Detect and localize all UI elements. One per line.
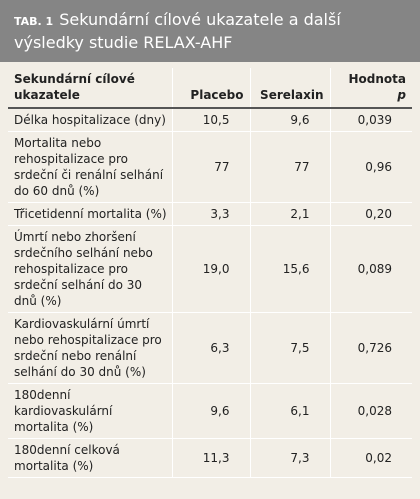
cell-value: 0,96 bbox=[329, 131, 412, 203]
column-header: Hodnota p bbox=[329, 68, 412, 109]
cell-value: 0,039 bbox=[329, 107, 412, 132]
cell-value: 9,6 bbox=[249, 107, 331, 132]
cell-value: 0,02 bbox=[329, 438, 412, 478]
cell-value: 15,6 bbox=[249, 225, 331, 313]
cell-value: 10,5 bbox=[171, 107, 251, 132]
table-row: Úmrtí nebo zhoršení srdečního selhání ne… bbox=[8, 225, 412, 313]
column-header-text: Hodnota bbox=[348, 72, 407, 86]
table-row: 180denní kardiovaskulární mortalita (%) 9… bbox=[8, 383, 412, 439]
table-row: Délka hospitalizace (dny) 10,5 9,6 0,039 bbox=[8, 107, 412, 132]
column-header: Placebo bbox=[171, 68, 251, 109]
cell-value: 0,726 bbox=[329, 312, 412, 384]
table-row: Třicetidenní mortalita (%) 3,3 2,1 0,20 bbox=[8, 202, 412, 226]
column-header: Sekundární cílové ukazatele bbox=[8, 68, 173, 109]
cell-value: 77 bbox=[249, 131, 331, 203]
results-table: Sekundární cílové ukazatele Placebo Sere… bbox=[8, 68, 412, 478]
row-label: Úmrtí nebo zhoršení srdečního selhání ne… bbox=[8, 225, 173, 313]
table-row: Mortalita nebo rehospitalizace pro srdeč… bbox=[8, 131, 412, 203]
row-label: 180denní kardiovaskulární mortalita (%) bbox=[8, 383, 173, 439]
cell-value: 7,5 bbox=[249, 312, 331, 384]
cell-value: 0,089 bbox=[329, 225, 412, 313]
cell-value: 6,1 bbox=[249, 383, 331, 439]
cell-value: 0,20 bbox=[329, 202, 412, 226]
cell-value: 3,3 bbox=[171, 202, 251, 226]
row-label: Délka hospitalizace (dny) bbox=[8, 107, 173, 132]
cell-value: 6,3 bbox=[171, 312, 251, 384]
cell-value: 77 bbox=[171, 131, 251, 203]
header-row: Sekundární cílové ukazatele Placebo Sere… bbox=[8, 68, 412, 109]
table-row: Kardiovaskulární úmrtí nebo rehospitaliz… bbox=[8, 312, 412, 384]
table-row: 180denní celková mortalita (%) 11,3 7,3 0,0… bbox=[8, 438, 412, 478]
table-title: Sekundární cílové ukazatele a další výsl… bbox=[14, 10, 341, 52]
row-label: Třicetidenní mortalita (%) bbox=[8, 202, 173, 226]
cell-value: 9,6 bbox=[171, 383, 251, 439]
cell-value: 11,3 bbox=[171, 438, 251, 478]
row-label: Mortalita nebo rehospitalizace pro srdeč… bbox=[8, 131, 173, 203]
cell-value: 7,3 bbox=[249, 438, 331, 478]
cell-value: 19,0 bbox=[171, 225, 251, 313]
cell-value: 2,1 bbox=[249, 202, 331, 226]
table-label: TAB. 1 bbox=[14, 15, 54, 28]
column-header-var: p bbox=[397, 88, 406, 102]
table-body: Délka hospitalizace (dny) 10,5 9,6 0,039 Mor… bbox=[8, 107, 412, 478]
column-header: Serelaxin bbox=[249, 68, 331, 109]
row-label: 180denní celková mortalita (%) bbox=[8, 438, 173, 478]
row-label: Kardiovaskulární úmrtí nebo rehospitaliz… bbox=[8, 312, 173, 384]
cell-value: 0,028 bbox=[329, 383, 412, 439]
table-header: TAB. 1 Sekundární cílové ukazatele a dalš… bbox=[0, 0, 420, 62]
